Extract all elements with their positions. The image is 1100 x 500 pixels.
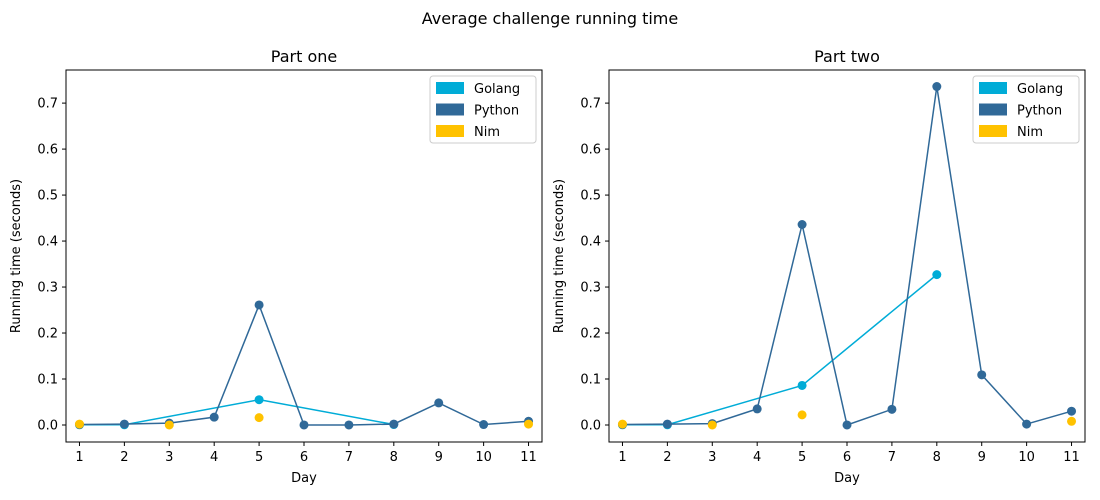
x-tick-label: 5	[255, 450, 263, 465]
legend-label-python: Python	[474, 104, 519, 119]
y-tick-label: 0.7	[580, 97, 601, 112]
data-point-python	[842, 420, 852, 430]
y-tick-label: 0.2	[37, 327, 58, 342]
data-point-python	[662, 419, 672, 429]
subplot-1: Part one 1 2 3 4 5 6 7 8 9 10 11 0.0 0.1 0.2 0.3 0.4 0.5 0…	[9, 47, 543, 486]
subplot-title: Part one	[271, 47, 337, 66]
data-point-python	[209, 412, 219, 422]
y-tick-label: 0.1	[580, 373, 601, 388]
data-point-golang	[254, 395, 264, 405]
legend: Golang Python Nim	[429, 75, 537, 144]
x-tick-label: 9	[435, 450, 443, 465]
series-line-golang	[622, 274, 938, 426]
x-tick-label: 10	[475, 450, 492, 465]
figure-title: Average challenge running time	[422, 9, 678, 28]
x-tick-label: 2	[120, 450, 128, 465]
y-tick-label: 0.3	[580, 281, 601, 296]
data-point-python	[797, 220, 807, 230]
data-point-golang	[797, 380, 807, 390]
x-tick-label: 7	[345, 450, 353, 465]
data-point-python	[887, 404, 897, 414]
x-tick-label: 10	[1018, 450, 1035, 465]
subplot-title: Part two	[814, 47, 880, 66]
x-tick-label: 8	[933, 450, 941, 465]
y-tick-label: 0.4	[580, 235, 601, 250]
data-point-python	[1022, 419, 1032, 429]
x-tick-label: 1	[618, 450, 626, 465]
y-tick-label: 0.6	[37, 143, 58, 158]
x-tick-label: 9	[978, 450, 986, 465]
data-point-python	[299, 420, 309, 430]
data-point-golang	[932, 270, 942, 280]
x-tick-label: 11	[520, 450, 537, 465]
plot-frame	[608, 69, 1086, 443]
y-tick-label: 0.2	[580, 327, 601, 342]
legend-swatch-python	[979, 103, 1007, 116]
y-tick-label: 0.5	[580, 189, 601, 204]
legend-label-golang: Golang	[474, 82, 520, 97]
data-point-python	[344, 420, 354, 430]
legend: Golang Python Nim	[972, 75, 1080, 144]
y-axis-label: Running time (seconds)	[9, 179, 24, 333]
x-tick-label: 4	[753, 450, 761, 465]
y-tick-label: 0.0	[580, 418, 601, 433]
legend-swatch-nim	[979, 125, 1007, 137]
y-tick-label: 0.3	[37, 281, 58, 296]
legend-label-nim: Nim	[1017, 125, 1043, 140]
x-axis-label: Day	[291, 471, 317, 486]
x-tick-label: 1	[75, 450, 83, 465]
data-point-nim	[617, 419, 627, 429]
data-point-nim	[164, 420, 174, 430]
legend-swatch-nim	[436, 125, 464, 137]
y-tick-label: 0.4	[37, 235, 58, 250]
x-tick-label: 6	[843, 450, 851, 465]
series-line-python	[79, 302, 529, 426]
plot-frame	[65, 69, 543, 443]
x-tick-label: 7	[888, 450, 896, 465]
data-point-python	[479, 420, 489, 430]
data-point-nim	[254, 413, 264, 423]
y-tick-label: 0.6	[580, 143, 601, 158]
data-point-python	[977, 370, 987, 380]
x-tick-label: 11	[1063, 450, 1080, 465]
y-tick-label: 0.7	[37, 97, 58, 112]
y-axis-label: Running time (seconds)	[552, 179, 567, 333]
y-tick-label: 0.0	[37, 418, 58, 433]
data-point-python	[932, 82, 942, 92]
y-tick-label: 0.5	[37, 189, 58, 204]
legend-swatch-golang	[979, 82, 1007, 94]
x-tick-label: 8	[390, 450, 398, 465]
legend-label-python: Python	[1017, 104, 1062, 119]
x-tick-label: 2	[663, 450, 671, 465]
legend-label-golang: Golang	[1017, 82, 1063, 97]
x-axis-label: Day	[834, 471, 860, 486]
legend-label-nim: Nim	[474, 125, 500, 140]
legend-swatch-python	[436, 103, 464, 116]
data-point-python	[434, 398, 444, 408]
subplot-2: Part two 1 2 3 4 5 6 7 8 9 10 11 0.0 0.1 0.2 0.3 0.4 0.5 0…	[552, 47, 1086, 486]
data-point-nim	[707, 420, 717, 430]
x-tick-label: 6	[300, 450, 308, 465]
data-point-python	[389, 419, 399, 429]
data-point-python	[752, 404, 762, 414]
y-tick-label: 0.1	[37, 373, 58, 388]
data-point-python	[119, 419, 129, 429]
x-tick-label: 3	[708, 450, 716, 465]
x-tick-label: 4	[210, 450, 218, 465]
data-point-nim	[1067, 416, 1077, 426]
data-point-nim	[74, 419, 84, 429]
x-tick-label: 3	[165, 450, 173, 465]
data-point-python	[1067, 406, 1077, 416]
legend-swatch-golang	[436, 82, 464, 94]
data-point-python	[254, 300, 264, 310]
data-point-nim	[797, 410, 807, 420]
x-tick-label: 5	[798, 450, 806, 465]
data-point-nim	[524, 419, 534, 429]
